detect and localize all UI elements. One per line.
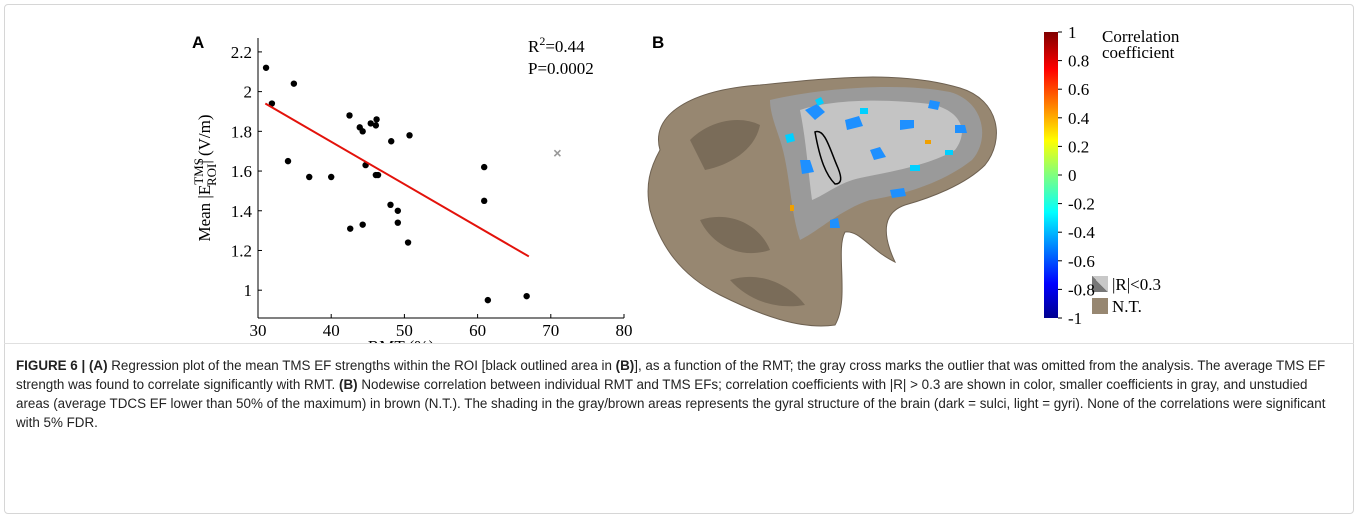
colorbar-tick-label: -0.4 — [1068, 223, 1095, 242]
data-point — [523, 293, 529, 299]
y-tick-label: 1.4 — [231, 202, 253, 221]
brain-surface — [648, 77, 996, 326]
annotation-part: P=0.0002 — [528, 59, 594, 78]
data-point — [346, 112, 352, 118]
caption-text: FIGURE 6 | (A) — [16, 358, 108, 373]
data-point — [395, 219, 401, 225]
y-axis-label-part: Mean |E — [195, 185, 214, 242]
annotation: R2=0.44 — [528, 34, 585, 56]
colorbar-tick-label: 1 — [1068, 23, 1077, 42]
data-point — [328, 174, 334, 180]
colorbar-tick-label: 0 — [1068, 166, 1077, 185]
data-point — [347, 225, 353, 231]
y-axis-label-part: ROI — [204, 164, 219, 186]
y-tick-label: 2.2 — [231, 43, 252, 62]
data-point — [359, 221, 365, 227]
outlier-point — [554, 150, 560, 156]
y-axis-label: Mean |ETMSROI| (V/m) — [191, 114, 219, 241]
colorbar-tick-label: -0.6 — [1068, 252, 1095, 271]
y-tick-label: 1.2 — [231, 241, 252, 260]
annotation-part: R — [528, 37, 540, 56]
colorbar-tick-label: 0.4 — [1068, 109, 1090, 128]
colorbar-tick-label: 0.8 — [1068, 52, 1089, 71]
y-axis-label-part: | (V/m) — [195, 114, 214, 163]
legend-label: N.T. — [1112, 297, 1142, 316]
data-point — [285, 158, 291, 164]
data-point — [373, 122, 379, 128]
figure: A B |R|<0.3 N.T. Correlation coefficient… — [0, 0, 1360, 343]
regression-line — [265, 104, 529, 257]
colorbar-tick-label: -0.8 — [1068, 280, 1095, 299]
caption-text: (B) — [339, 377, 358, 392]
caption-text: (B) — [616, 358, 635, 373]
data-point — [375, 172, 381, 178]
separator — [4, 343, 1354, 344]
data-point — [263, 65, 269, 71]
data-point — [373, 116, 379, 122]
colorbar-tick-label: 0.2 — [1068, 137, 1089, 156]
legend-swatch — [1092, 298, 1108, 314]
annotation: P=0.0002 — [528, 59, 594, 78]
caption: FIGURE 6 | (A) Regression plot of the me… — [16, 356, 1341, 432]
data-point — [388, 138, 394, 144]
x-axis-label: RMT (%) — [368, 337, 434, 343]
data-point — [406, 132, 412, 138]
data-point — [291, 80, 297, 86]
panel-label: B — [652, 33, 664, 52]
data-point — [387, 202, 393, 208]
colorbar-tick-label: 0.6 — [1068, 80, 1089, 99]
caption-text: Regression plot of the mean TMS EF stren… — [108, 358, 616, 373]
y-tick-label: 2 — [244, 83, 253, 102]
page: A B |R|<0.3 N.T. Correlation coefficient… — [0, 0, 1360, 523]
panel-label: A — [192, 33, 204, 52]
data-point — [481, 198, 487, 204]
colorbar-tick-label: -0.2 — [1068, 195, 1095, 214]
data-point — [481, 164, 487, 170]
y-tick-label: 1.8 — [231, 122, 252, 141]
x-tick-label: 80 — [616, 321, 633, 340]
data-point — [485, 297, 491, 303]
x-tick-label: 70 — [542, 321, 559, 340]
x-tick-label: 40 — [323, 321, 340, 340]
x-tick-label: 30 — [250, 321, 267, 340]
annotation-part: =0.44 — [545, 37, 585, 56]
data-point — [405, 239, 411, 245]
colorbar-tick-label: -1 — [1068, 309, 1082, 328]
data-point — [395, 208, 401, 214]
data-point — [306, 174, 312, 180]
legend-label: |R|<0.3 — [1112, 275, 1161, 294]
colorbar-title: coefficient — [1102, 43, 1175, 62]
data-point — [359, 128, 365, 134]
colorbar — [1044, 32, 1058, 318]
y-tick-label: 1.6 — [231, 162, 252, 181]
y-tick-label: 1 — [244, 281, 253, 300]
x-tick-label: 60 — [469, 321, 486, 340]
